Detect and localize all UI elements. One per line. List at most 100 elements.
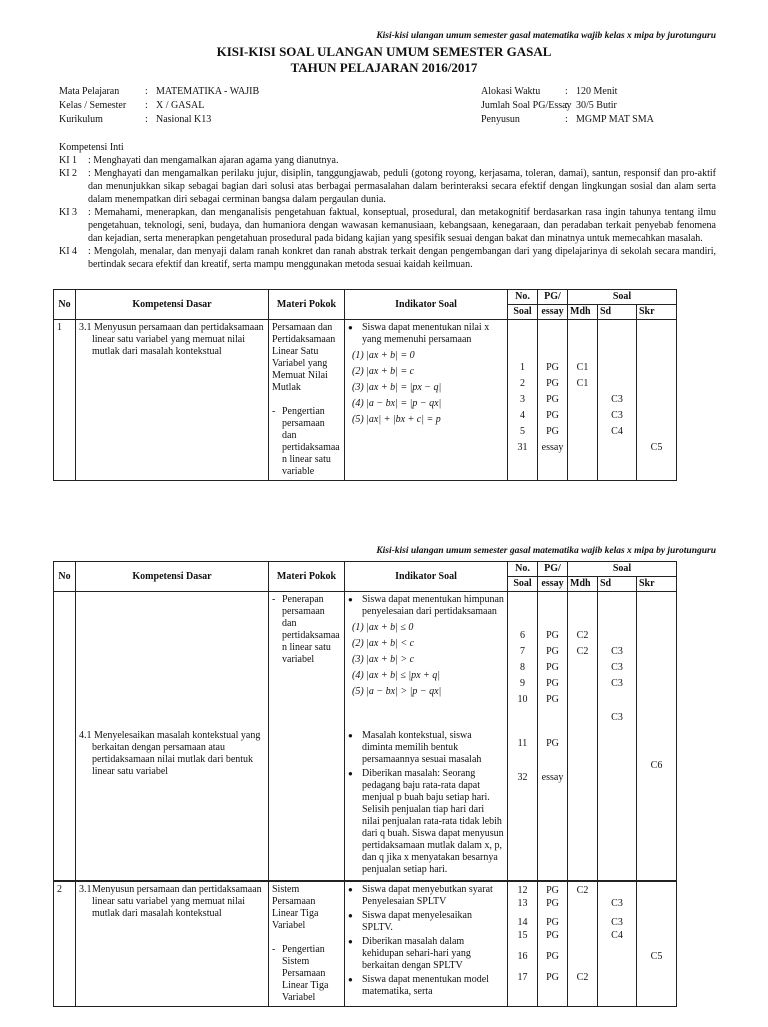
ki-item: KI 2: Menghayati dan mengamalkan perilak… bbox=[59, 167, 716, 206]
info-value: 120 Menit bbox=[576, 86, 618, 97]
cell-skr bbox=[640, 916, 673, 929]
formula: (2) |ax + b| < c bbox=[352, 638, 415, 649]
ki-text: : Mengolah, menalar, dan menyaji dalam r… bbox=[88, 246, 716, 270]
cell-skr bbox=[640, 884, 673, 897]
dash: - bbox=[272, 944, 276, 955]
formula: (4) |a − bx| = |p − qx| bbox=[352, 398, 442, 409]
header-soal: Soal bbox=[567, 561, 677, 577]
kd-number: 3.1 bbox=[79, 884, 92, 895]
cell-skr bbox=[640, 360, 673, 376]
cell-mdh bbox=[571, 440, 594, 456]
cell-sd: C3 bbox=[611, 394, 623, 405]
cell-mdh bbox=[571, 392, 594, 408]
header-mdh: Mdh bbox=[567, 304, 598, 320]
kompetensi-dasar: 3.1 Menyusun persamaan dan pertidaksamaa… bbox=[79, 322, 264, 357]
cell-sd bbox=[601, 884, 633, 897]
cell-no: 4 bbox=[520, 410, 525, 421]
cell-no: 3 bbox=[520, 394, 525, 405]
bullet-icon: ● bbox=[348, 911, 353, 920]
ki-item: KI 1: Menghayati dan mengamalkan ajaran … bbox=[59, 154, 716, 167]
header-kompetensi-dasar: Kompetensi Dasar bbox=[75, 561, 269, 592]
cell-type: essay bbox=[541, 442, 564, 453]
header-essay: essay bbox=[537, 576, 568, 592]
kompetensi-dasar: 4.1 Menyelesaikan masalah kontekstual ya… bbox=[79, 730, 261, 777]
cell-type: PG bbox=[546, 972, 559, 983]
info-sep: : bbox=[145, 114, 148, 125]
cell-no-soal: 11 bbox=[517, 738, 528, 749]
header-no-soal: No. bbox=[507, 561, 538, 577]
cell-type: PG bbox=[546, 885, 559, 896]
header-soal: Soal bbox=[567, 289, 677, 305]
cell-mdh: C2 bbox=[576, 646, 589, 657]
table-row: 2 3.1 Menyusun persamaan dan pertidaksama… bbox=[53, 880, 677, 1007]
bullet-icon: ● bbox=[348, 885, 353, 894]
formula: (3) |ax + b| = |px − q| bbox=[352, 382, 442, 393]
cell-sd: C3 bbox=[611, 646, 623, 657]
cell-no: 17 bbox=[517, 972, 528, 983]
indikator: Siswa dapat menyebutkan syarat Penyelesa… bbox=[362, 884, 493, 907]
kisi-kisi-table-2: No Kompetensi Dasar Materi Pokok Indikat… bbox=[53, 561, 677, 1007]
indikator: Siswa dapat menyelesaikan SPLTV. bbox=[362, 910, 472, 933]
indikator: Masalah kontekstual, siswa diminta memil… bbox=[362, 730, 482, 765]
materi-pokok: Persamaan dan Pertidaksamaan Linear Satu… bbox=[272, 322, 336, 393]
header-no-soal: No. bbox=[507, 289, 538, 305]
formula: (5) |a − bx| > |p − qx| bbox=[352, 686, 442, 697]
materi-sub: Pengertian persamaan dan pertidaksamaa n… bbox=[282, 406, 340, 477]
kompetensi-dasar: Menyusun persamaan dan pertidaksamaan li… bbox=[92, 884, 262, 919]
header-materi-pokok: Materi Pokok bbox=[268, 289, 345, 320]
cell-mdh: C1 bbox=[576, 362, 589, 373]
bullet-icon: ● bbox=[348, 975, 353, 984]
header-indikator-soal: Indikator Soal bbox=[344, 289, 508, 320]
cell-mdh bbox=[571, 950, 594, 963]
cell-type: PG bbox=[546, 394, 559, 405]
cell-type: PG bbox=[546, 930, 559, 941]
header-note: Kisi-kisi ulangan umum semester gasal ma… bbox=[376, 31, 716, 41]
ki-code: KI 4 bbox=[59, 246, 78, 257]
cell-mdh: C2 bbox=[576, 885, 589, 896]
cell-no: 8 bbox=[520, 662, 525, 673]
cell-type: PG bbox=[546, 738, 559, 749]
ki-item: KI 3 : Memahami, menerapkan, dan menganal… bbox=[59, 206, 716, 245]
ki-code: KI 3 bbox=[59, 207, 78, 218]
cell-no-soal: 32 bbox=[517, 772, 528, 783]
header-no: No bbox=[53, 561, 76, 592]
formula: (5) |ax| + |bx + c| = p bbox=[352, 414, 441, 425]
indikator: Diberikan masalah: Seorang pedagang baju… bbox=[362, 768, 504, 875]
cell-no: 10 bbox=[517, 694, 528, 705]
header-no: No bbox=[53, 289, 76, 320]
cell-type: PG bbox=[546, 426, 559, 437]
cell-mdh bbox=[571, 676, 594, 692]
info-value: 30/5 Butir bbox=[576, 100, 617, 111]
cell-type: PG bbox=[546, 662, 559, 673]
info-sep: : bbox=[145, 86, 148, 97]
cell-sd: C3 bbox=[611, 678, 623, 689]
ki-text: : Memahami, menerapkan, dan menganalisis… bbox=[88, 207, 716, 244]
header-skr: Skr bbox=[636, 304, 677, 320]
info-block: Mata Pelajaran : MATEMATIKA - WAJIB Kela… bbox=[0, 86, 768, 130]
table-row: 4.1 Menyelesaikan masalah kontekstual ya… bbox=[53, 728, 677, 882]
cell-sd bbox=[601, 692, 633, 708]
header-no-soal-2: Soal bbox=[507, 304, 538, 320]
cell-no: 15 bbox=[517, 930, 528, 941]
cell-mdh: C2 bbox=[576, 972, 589, 983]
cell-type: PG bbox=[546, 694, 559, 705]
cell-mdh: C2 bbox=[576, 630, 589, 641]
ki-code: KI 1 bbox=[59, 155, 78, 166]
header-indikator-soal: Indikator Soal bbox=[344, 561, 508, 592]
cell-no: 13 bbox=[517, 898, 528, 909]
row-no: 1 bbox=[53, 319, 76, 481]
cell-sd: C3 bbox=[611, 712, 623, 723]
ki-heading: Kompetensi Inti bbox=[59, 142, 124, 153]
info-value: Nasional K13 bbox=[156, 114, 212, 125]
materi-sub: Pengertian Sistem Persamaan Linear Tiga … bbox=[282, 944, 329, 1003]
cell-sd bbox=[601, 971, 633, 984]
info-sep: : bbox=[565, 114, 568, 125]
cell-mdh bbox=[571, 660, 594, 676]
cell-no: 14 bbox=[517, 917, 528, 928]
cell-type: PG bbox=[546, 410, 559, 421]
ki-item: KI 4 : Mengolah, menalar, dan menyaji dal… bbox=[59, 245, 716, 271]
cell-mdh bbox=[571, 692, 594, 708]
bullet-icon: ● bbox=[348, 595, 353, 604]
cell-type: PG bbox=[546, 362, 559, 373]
